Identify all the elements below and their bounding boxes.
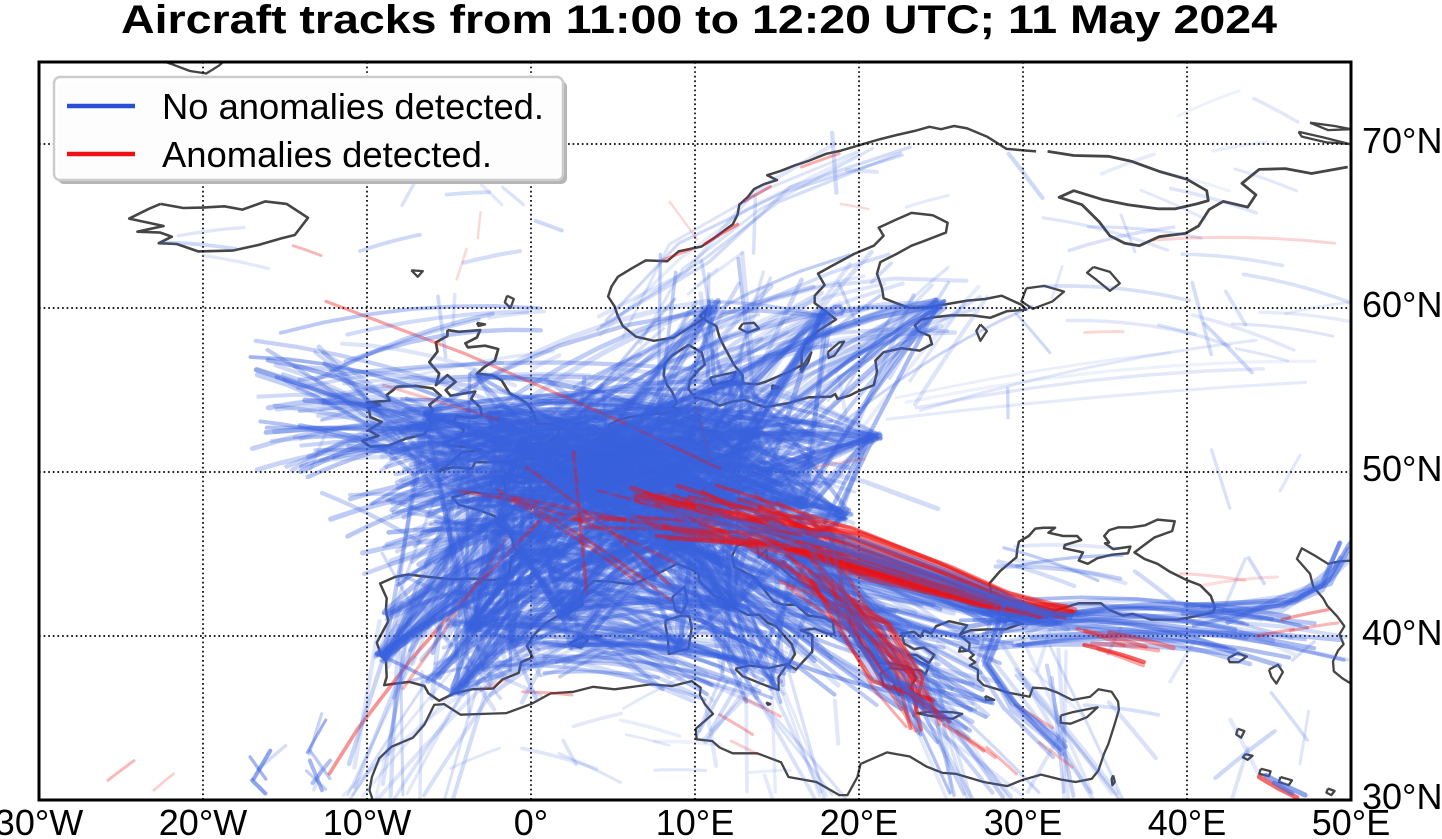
svg-text:Aircraft tracks from 11:00 to: Aircraft tracks from 11:00 to 12:20 UTC;… [121,0,1278,42]
svg-text:30°E: 30°E [984,802,1062,839]
svg-text:20°W: 20°W [159,802,247,839]
svg-text:50°E: 50°E [1312,802,1390,839]
svg-text:70°N: 70°N [1362,120,1442,161]
svg-text:10°E: 10°E [656,802,734,839]
svg-text:No anomalies detected.: No anomalies detected. [162,86,544,127]
svg-text:50°N: 50°N [1362,448,1442,489]
svg-text:40°E: 40°E [1148,802,1226,839]
svg-text:30°N: 30°N [1362,776,1442,817]
svg-text:0°: 0° [514,802,548,839]
svg-text:40°N: 40°N [1362,612,1442,653]
svg-text:Anomalies detected.: Anomalies detected. [162,134,492,175]
svg-text:30°W: 30°W [0,802,83,839]
svg-text:10°W: 10°W [323,802,411,839]
svg-text:60°N: 60°N [1362,284,1442,325]
svg-text:20°E: 20°E [820,802,898,839]
